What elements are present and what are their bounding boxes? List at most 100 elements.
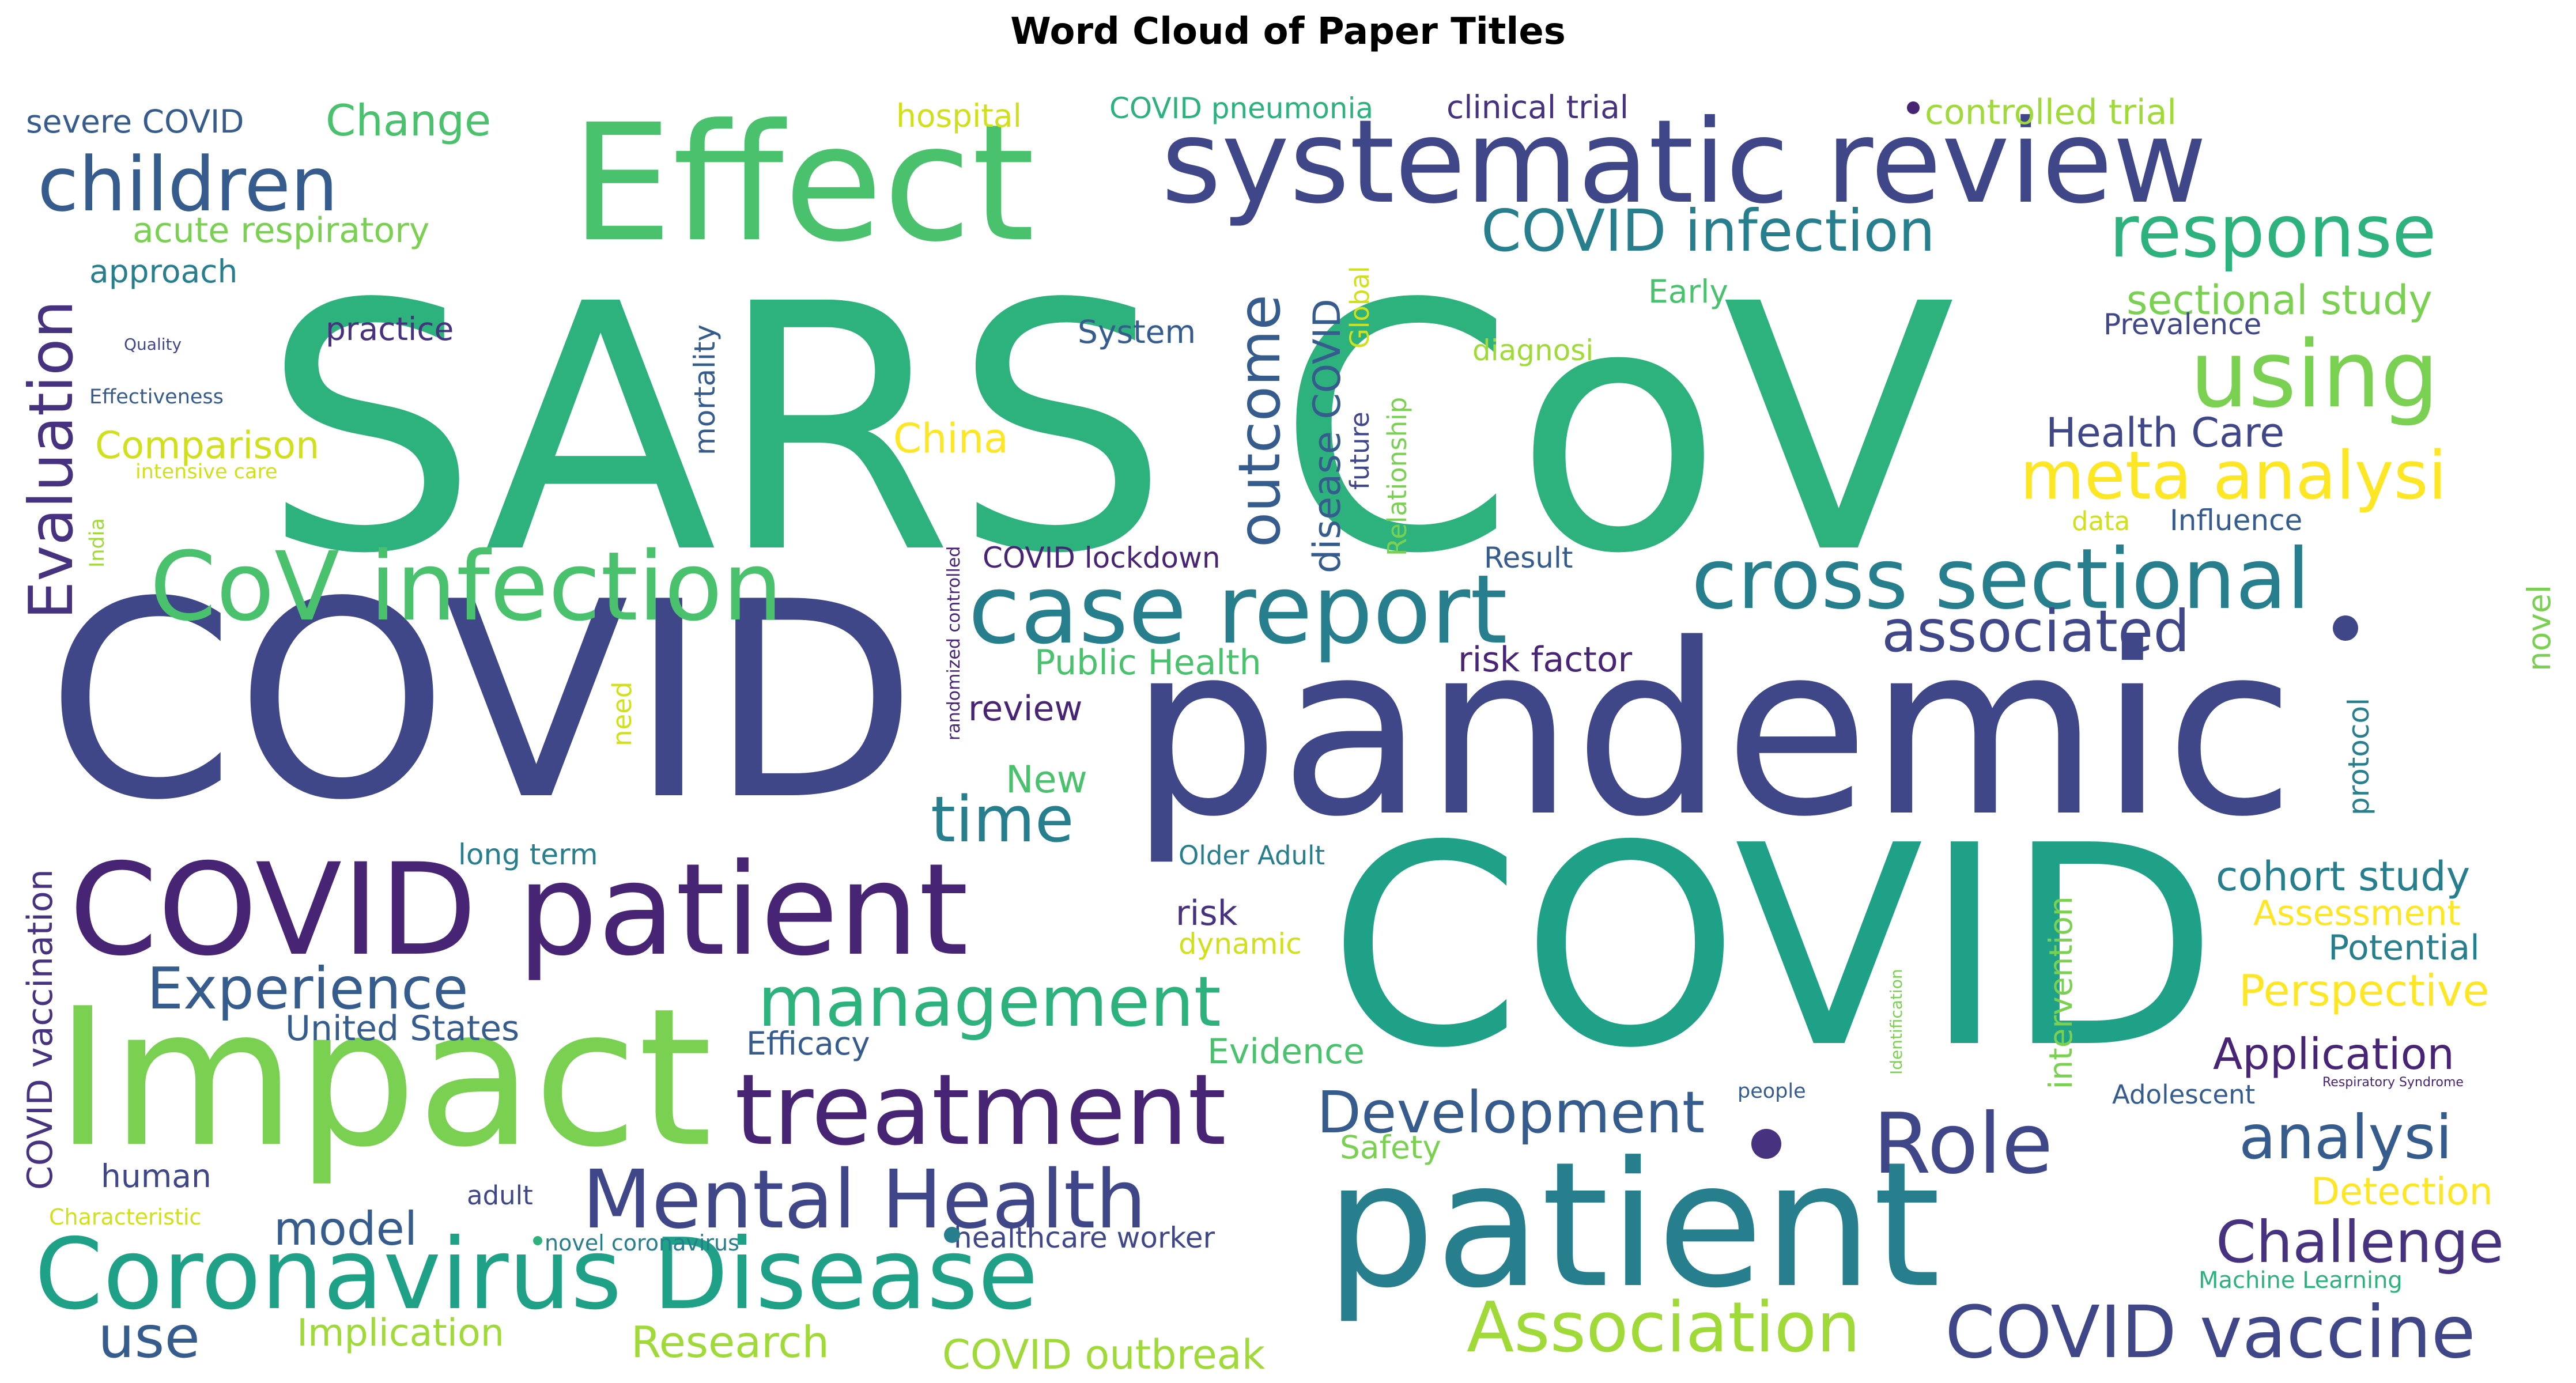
word-quality: Quality [124,335,182,354]
word-treatment: treatment [735,1053,1226,1167]
word-cov-infection: CoV infection [150,531,783,642]
dot-mark [1751,1129,1781,1159]
word-sars-cov: SARS CoV [262,232,1956,628]
word-experience: Experience [147,955,469,1022]
word-evidence: Evidence [1207,1031,1365,1072]
word-future: future [1344,411,1375,490]
word-system: System [1078,313,1196,350]
word-comparison: Comparison [95,424,319,467]
word-novel: novel [2521,585,2558,671]
word-analysi: analysi [2239,1102,2452,1173]
word-intervention: intervention [2042,896,2079,1089]
word-machine-learning: Machine Learning [2199,1267,2403,1294]
word-role: Role [1873,1095,2053,1193]
word-covid: COVID [1328,787,2218,1109]
word-systematic-review: systematic review [1161,95,2207,229]
word-covid-lockdown: COVID lockdown [983,541,1221,575]
word-respiratory-syndrome: Respiratory Syndrome [2322,1075,2464,1090]
chart-title: Word Cloud of Paper Titles [1010,10,1566,53]
word-global: Global [1344,266,1375,349]
word-using: using [2190,320,2439,428]
word-disease-covid: disease COVID [1306,298,1349,573]
word-relationship: Relationship [1382,397,1412,556]
word-adolescent: Adolescent [2112,1079,2255,1110]
word-covid-pneumonia: COVID pneumonia [1109,92,1373,125]
word-evaluation: Evaluation [16,300,86,619]
dot-mark [533,1236,542,1245]
word-development: Development [1317,1079,1705,1146]
word-characteristic: Characteristic [49,1204,201,1230]
word-intensive-care: intensive care [135,460,278,483]
word-outcome: outcome [1226,294,1293,547]
word-controlled-trial: controlled trial [1925,92,2177,133]
word-review: review [968,689,1082,729]
word-covid-patient: COVID patient [69,836,969,984]
word-risk: risk [1176,893,1238,934]
word-severe-covid: severe COVID [26,103,244,140]
word-early: Early [1648,273,1728,310]
word-meta-analysi: meta analysi [2020,437,2447,515]
word-efficacy: Efficacy [746,1025,870,1062]
word-response: response [2109,190,2437,274]
word-need: need [607,682,637,746]
word-challenge: Challenge [2216,1208,2504,1276]
word-clinical-trial: clinical trial [1446,89,1629,126]
word-public-health: Public Health [1034,643,1261,683]
word-long-term: long term [458,838,598,871]
word-case-report: case report [968,554,1508,665]
word-india: India [86,518,109,568]
word-children: children [37,141,338,228]
word-hospital: hospital [896,97,1022,134]
word-application: Application [2213,1029,2454,1079]
word-health-care: Health Care [2046,409,2284,456]
word-covid-vaccine: COVID vaccine [1945,1291,2476,1374]
word-assessment: Assessment [2253,893,2461,934]
word-associated: associated [1882,598,2190,665]
word-data: data [2072,506,2130,536]
word-covid-infection: COVID infection [1481,197,1935,264]
word-older-adult: Older Adult [1179,840,1325,871]
word-prevalence: Prevalence [2103,308,2261,341]
word-patient: patient [1325,1125,1941,1326]
word-novel-coronavirus: novel coronavirus [545,1230,739,1256]
word-new: New [1006,758,1087,802]
word-healthcare-worker: healthcare worker [954,1221,1215,1254]
word-practice: practice [326,311,454,347]
word-human: human [101,1158,211,1195]
dot-mark [1907,101,1920,114]
decorative-dots [533,101,2358,1245]
word-identification: Identification [1887,969,1906,1075]
word-perspective: Perspective [2239,965,2489,1016]
word-effect: Effect [571,90,1035,278]
word-detection: Detection [2311,1170,2493,1214]
word-approach: approach [89,253,237,290]
word-sectional-study: sectional study [2126,277,2433,324]
word-effectiveness: Effectiveness [89,386,224,409]
word-risk-factor: risk factor [1458,640,1633,680]
word-mental-health: Mental Health [582,1153,1146,1247]
word-result: Result [1484,541,1573,575]
word-use: use [98,1303,200,1371]
word-cross-sectional: cross sectional [1691,531,2310,628]
word-influence: Influence [2170,504,2302,537]
word-research: Research [631,1317,829,1367]
word-management: management [758,962,1221,1042]
word-united-states: United States [285,1008,519,1049]
word-covid: COVID [46,544,917,859]
word-cohort-study: cohort study [2216,853,2470,900]
dot-mark [944,1227,960,1243]
word-model: model [274,1202,417,1256]
word-potential: Potential [2328,928,2480,968]
word-china: China [893,415,1009,462]
word-covid-vaccination: COVID vaccination [20,869,61,1190]
word-time: time [931,783,1074,856]
word-association: Association [1467,1288,1860,1368]
word-diagnosi: diagnosi [1472,334,1593,367]
word-acute-respiratory: acute respiratory [133,210,429,251]
word-mortality: mortality [688,324,722,455]
word-dynamic: dynamic [1179,927,1302,961]
word-change: Change [326,95,491,146]
word-impact: Impact [55,968,712,1189]
